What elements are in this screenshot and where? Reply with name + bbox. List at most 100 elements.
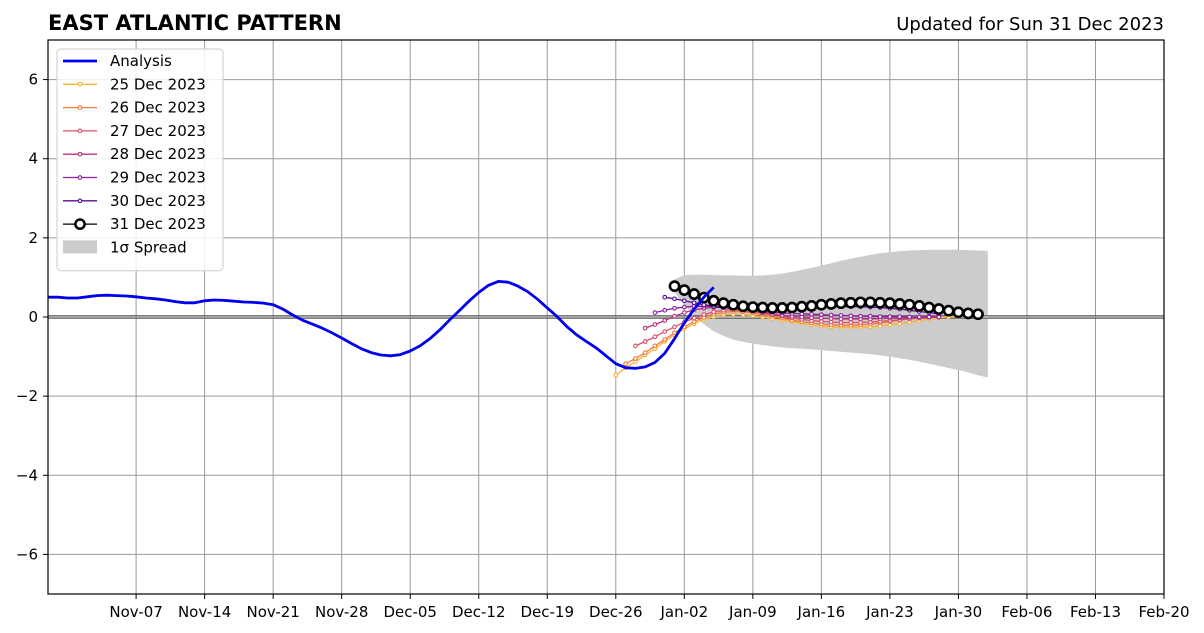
forecast-point <box>877 314 883 319</box>
forecast-point <box>662 307 668 313</box>
x-tick-label: Feb-20 <box>1138 603 1189 621</box>
forecast-point <box>923 301 935 314</box>
forecast-point <box>819 312 824 317</box>
forecast-point <box>717 297 730 310</box>
forecast-point <box>883 297 896 310</box>
x-tick-label: Dec-19 <box>520 603 574 621</box>
y-tick-label: 0 <box>28 308 38 326</box>
forecast-point <box>903 298 916 311</box>
forecast-point <box>897 314 903 319</box>
legend-marker <box>77 105 83 110</box>
forecast-point <box>916 314 922 320</box>
forecast-point <box>815 298 828 311</box>
forecast-point <box>737 300 749 313</box>
forecast-point <box>805 300 818 312</box>
forecast-point <box>926 314 932 320</box>
legend-label: 1σ Spread <box>110 238 187 256</box>
forecast-point <box>756 301 769 314</box>
legend: Analysis 25 Dec 2023 26 Dec 2023 27 Dec 202… <box>56 48 224 272</box>
legend-label: 26 Dec 2023 <box>110 99 206 117</box>
series-layer <box>48 279 984 378</box>
y-tick-label: −2 <box>16 387 38 405</box>
forecast-point <box>867 313 873 319</box>
forecast-point <box>786 301 798 314</box>
forecast-point <box>662 318 668 323</box>
forecast-point <box>642 325 648 331</box>
forecast-point <box>642 339 648 344</box>
forecast-point <box>652 343 658 349</box>
forecast-point <box>691 315 697 321</box>
x-tick-label: Jan-23 <box>865 603 914 621</box>
forecast-point <box>681 304 687 310</box>
x-tick-label: Nov-21 <box>246 603 299 621</box>
forecast-point <box>962 307 975 320</box>
forecast-point <box>707 294 720 307</box>
x-tick-label: Feb-13 <box>1070 603 1121 621</box>
x-tick-label: Jan-02 <box>660 603 709 621</box>
forecast-point <box>795 300 808 313</box>
forecast-point <box>613 372 619 378</box>
x-tick-label: Jan-30 <box>934 603 983 621</box>
forecast-point <box>662 337 668 342</box>
legend-swatch-spread <box>63 240 97 254</box>
forecast-point <box>874 296 887 309</box>
y-tick-label: 6 <box>28 71 38 89</box>
legend-marker <box>77 151 83 157</box>
forecast-point <box>776 301 789 314</box>
forecast-point <box>844 296 857 309</box>
forecast-point <box>913 300 926 312</box>
forecast-point <box>972 308 984 321</box>
forecast-point <box>681 310 687 315</box>
forecast-point <box>688 288 701 300</box>
forecast-point <box>838 313 844 318</box>
forecast-point <box>932 303 945 315</box>
x-tick-label: Feb-06 <box>1001 603 1052 621</box>
legend-label: Analysis <box>110 52 172 70</box>
legend-label: 28 Dec 2023 <box>110 145 206 163</box>
forecast-point <box>766 301 779 314</box>
forecast-point <box>858 313 863 319</box>
forecast-point <box>848 313 854 319</box>
forecast-point <box>828 312 834 318</box>
legend-label: 31 Dec 2023 <box>110 215 206 233</box>
y-tick-label: −6 <box>16 545 38 563</box>
legend-marker <box>77 198 83 204</box>
forecast-point <box>691 300 697 306</box>
updated-label: Updated for Sun 31 Dec 2023 <box>896 14 1164 35</box>
forecast-point <box>652 310 658 315</box>
x-tick-label: Dec-26 <box>589 603 643 621</box>
forecast-point <box>678 284 691 296</box>
forecast-point <box>672 313 677 319</box>
forecast-point <box>668 280 681 293</box>
forecast-point <box>825 298 838 310</box>
x-tick-label: Jan-16 <box>797 603 846 621</box>
forecast-point <box>727 298 740 311</box>
forecast-point <box>662 294 668 300</box>
x-tick-label: Nov-07 <box>109 603 162 621</box>
forecast-point <box>652 322 658 327</box>
x-tick-label: Nov-14 <box>178 603 231 621</box>
legend-label: 29 Dec 2023 <box>110 169 206 187</box>
legend-label: 25 Dec 2023 <box>110 75 206 93</box>
legend-marker <box>77 128 83 134</box>
x-tick-label: Jan-09 <box>728 603 777 621</box>
forecast-point <box>662 329 668 334</box>
forecast-point <box>711 309 717 315</box>
legend-box <box>56 48 224 272</box>
legend-label: 27 Dec 2023 <box>110 122 206 140</box>
forecast-point <box>623 361 628 367</box>
forecast-point <box>893 298 906 310</box>
y-tick-label: −4 <box>16 466 38 484</box>
forecast-point <box>942 304 955 317</box>
forecast-point <box>633 356 638 361</box>
x-tick-label: Nov-28 <box>315 603 368 621</box>
legend-marker <box>77 81 83 87</box>
forecast-point <box>701 312 707 317</box>
forecast-point <box>835 297 847 310</box>
legend-marker <box>74 218 86 230</box>
forecast-point <box>809 311 814 317</box>
forecast-point <box>633 343 638 349</box>
forecast-point <box>887 314 893 319</box>
forecast-point <box>681 298 687 304</box>
